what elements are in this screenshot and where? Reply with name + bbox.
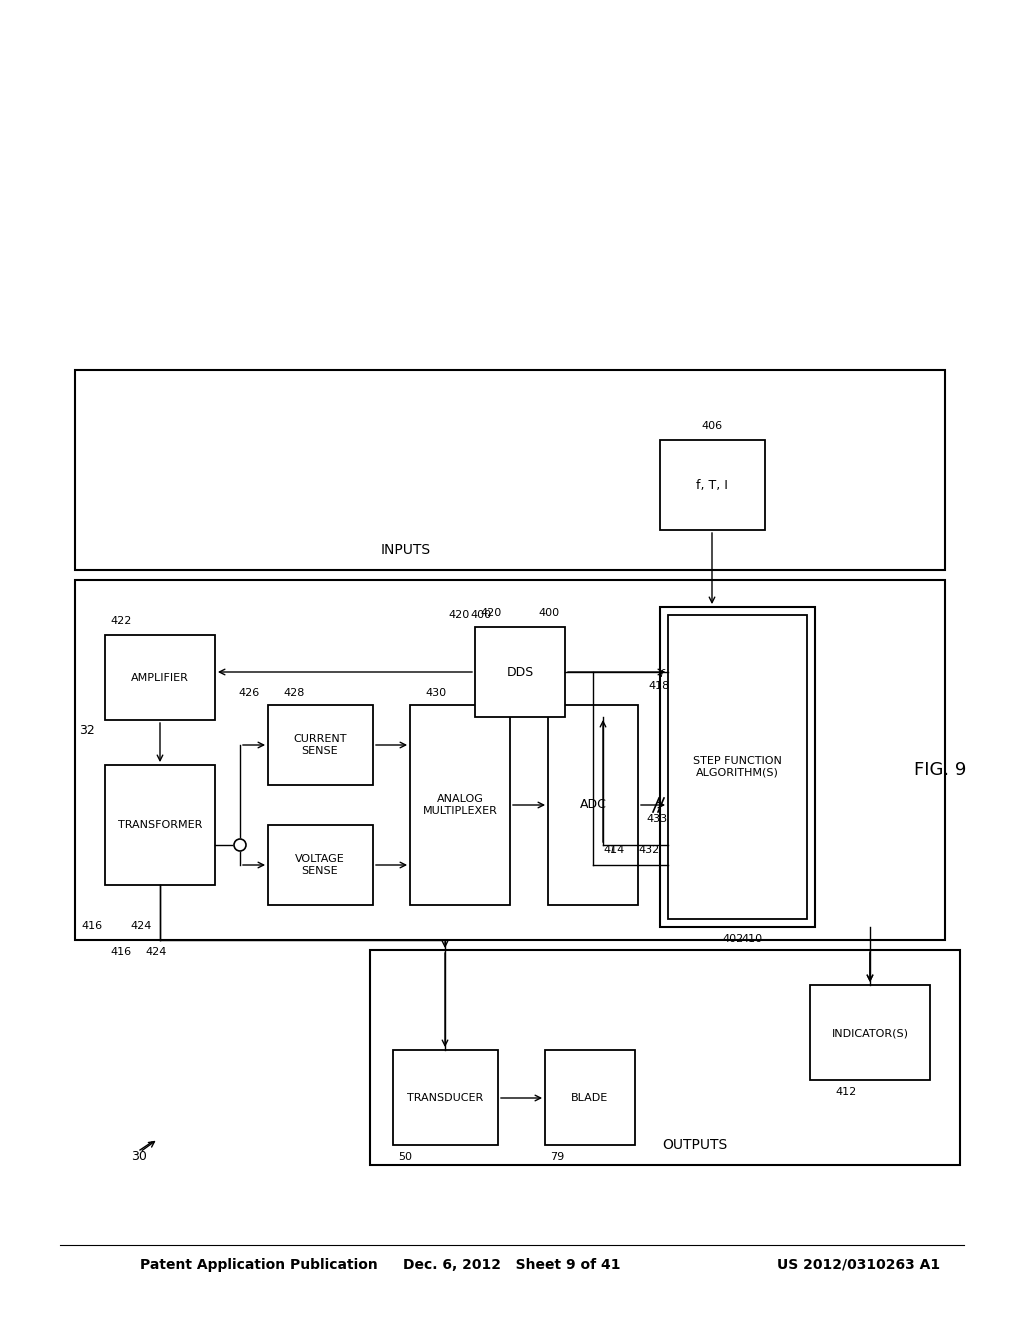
Bar [545,1049,635,1144]
Bar [105,766,215,884]
Bar [370,950,961,1166]
Bar [660,440,765,531]
Text: 433: 433 [646,814,667,824]
Text: Patent Application Publication: Patent Application Publication [140,1258,378,1272]
Bar [475,627,565,717]
Bar [660,607,815,927]
Text: 424: 424 [130,921,152,931]
Text: f, T, I: f, T, I [696,479,728,491]
Bar [393,1049,498,1144]
Text: FIG. 9: FIG. 9 [913,762,967,779]
Text: 420: 420 [449,610,470,620]
Text: 406: 406 [701,421,723,432]
Circle shape [234,840,246,851]
Text: TRANSDUCER: TRANSDUCER [407,1093,483,1104]
Text: 30: 30 [131,1151,146,1163]
Text: 400: 400 [470,610,492,620]
Text: TRANSFORMER: TRANSFORMER [118,820,202,830]
Text: f: f [659,669,663,678]
Text: 430: 430 [425,688,446,698]
Text: 428: 428 [283,688,304,698]
Text: 424: 424 [145,946,166,957]
Bar [668,615,807,919]
Text: 422: 422 [110,616,131,626]
Text: 418: 418 [648,681,670,690]
Text: 32: 32 [79,723,95,737]
Bar [810,985,930,1080]
Text: 432: 432 [638,845,659,855]
Text: US 2012/0310263 A1: US 2012/0310263 A1 [777,1258,940,1272]
Text: 416: 416 [110,946,131,957]
Text: 426: 426 [239,688,260,698]
Text: 414: 414 [603,845,625,855]
Text: STEP FUNCTION
ALGORITHM(S): STEP FUNCTION ALGORITHM(S) [692,756,781,777]
Bar [75,579,945,940]
Text: I: I [611,845,614,855]
Text: 402: 402 [722,935,743,944]
Text: ANALOG
MULTIPLEXER: ANALOG MULTIPLEXER [423,795,498,816]
Text: AMPLIFIER: AMPLIFIER [131,673,189,682]
Bar [268,705,373,785]
Text: 400: 400 [539,609,560,618]
Text: ADC: ADC [580,799,606,812]
Text: OUTPUTS: OUTPUTS [662,1138,727,1152]
Text: INPUTS: INPUTS [381,543,431,557]
Text: BLADE: BLADE [571,1093,608,1104]
Bar [548,705,638,906]
Text: Dec. 6, 2012   Sheet 9 of 41: Dec. 6, 2012 Sheet 9 of 41 [403,1258,621,1272]
Text: 79: 79 [550,1152,564,1162]
Text: 416: 416 [82,921,103,931]
Text: 410: 410 [741,935,763,944]
Bar [410,705,510,906]
Bar [75,370,945,570]
Text: 420: 420 [480,609,502,618]
Bar [105,635,215,719]
Text: VOLTAGE
SENSE: VOLTAGE SENSE [295,854,345,875]
Bar [268,825,373,906]
Text: 412: 412 [835,1086,856,1097]
Text: 50: 50 [398,1152,412,1162]
Text: CURRENT
SENSE: CURRENT SENSE [293,734,347,756]
Text: DDS: DDS [507,665,534,678]
Text: INDICATOR(S): INDICATOR(S) [831,1028,908,1038]
